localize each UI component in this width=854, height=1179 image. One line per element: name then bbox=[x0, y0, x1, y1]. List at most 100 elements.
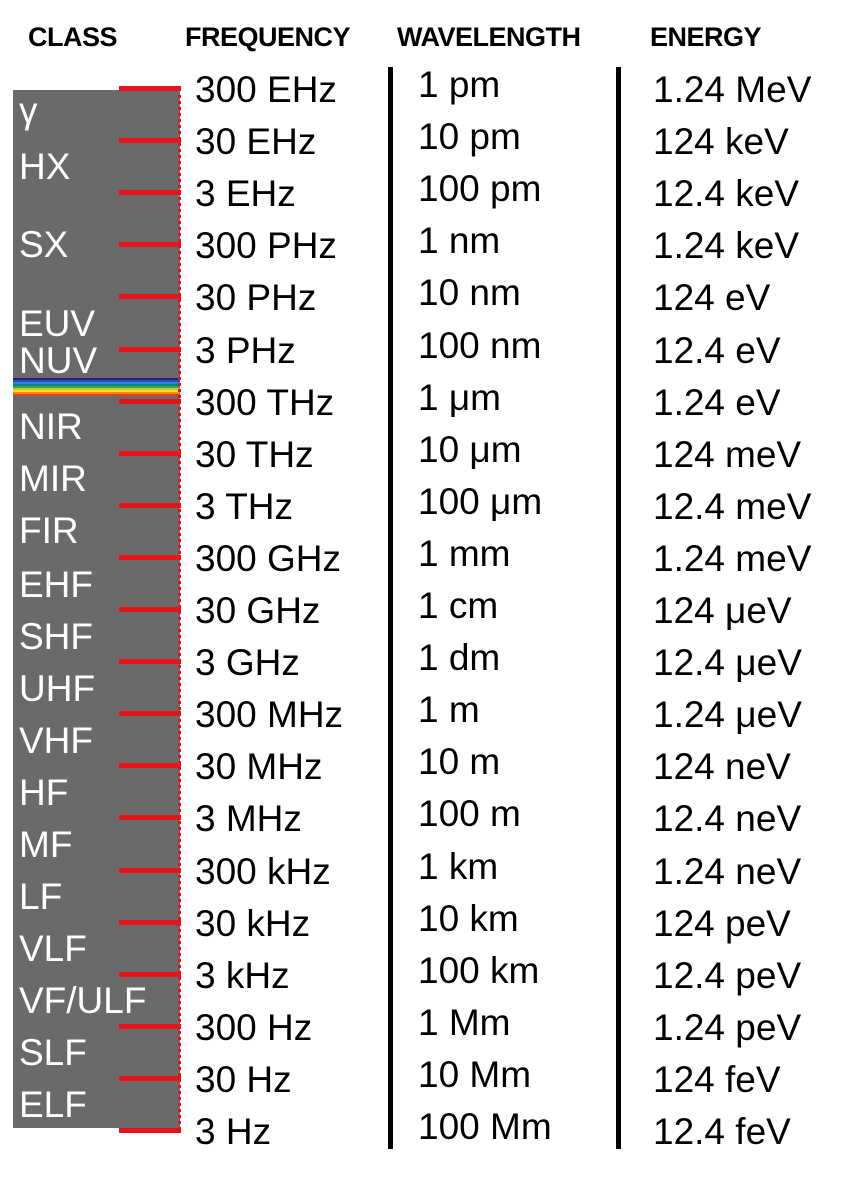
frequency-tick bbox=[119, 1128, 181, 1133]
visible-spectrum-color-1 bbox=[13, 380, 180, 382]
class-label: γ bbox=[19, 90, 38, 131]
energy-cell: 124 peV bbox=[653, 902, 791, 944]
wavelength-cell: 1 mm bbox=[418, 532, 511, 574]
energy-cell: 12.4 feV bbox=[653, 1111, 791, 1152]
frequency-cell: 300 PHz bbox=[195, 225, 337, 267]
frequency-tick bbox=[119, 763, 181, 769]
wavelength-cell: 10 Mm bbox=[418, 1053, 532, 1095]
wavelength-cell: 10 nm bbox=[418, 272, 521, 314]
frequency-tick bbox=[119, 659, 181, 665]
visible-spectrum-color-3 bbox=[13, 384, 180, 386]
energy-cell: 124 meV bbox=[653, 433, 802, 475]
visible-spectrum-color-2 bbox=[13, 382, 180, 384]
frequency-tick bbox=[119, 711, 181, 717]
energy-cell: 1.24 peV bbox=[653, 1006, 802, 1048]
energy-cell: 1.24 keV bbox=[653, 225, 800, 267]
wavelength-cell: 10 km bbox=[418, 897, 519, 939]
wavelength-cell: 10 pm bbox=[418, 116, 521, 158]
frequency-tick bbox=[119, 1075, 181, 1081]
frequency-cell: 3 MHz bbox=[195, 798, 302, 840]
energy-cell: 124 eV bbox=[653, 277, 771, 319]
wavelength-cell: 100 m bbox=[418, 793, 521, 835]
frequency-tick bbox=[119, 190, 181, 196]
energy-cell: 12.4 meV bbox=[653, 485, 812, 527]
energy-cell: 124 neV bbox=[653, 746, 791, 788]
frequency-cell: 3 EHz bbox=[195, 173, 296, 215]
energy-cell: 12.4 keV bbox=[653, 173, 800, 215]
frequency-tick bbox=[119, 607, 181, 612]
wavelength-cell: 1 Mm bbox=[418, 1001, 511, 1043]
frequency-cell: 30 GHz bbox=[195, 590, 321, 631]
energy-cell: 124 keV bbox=[653, 121, 789, 163]
frequency-cell: 3 kHz bbox=[195, 954, 290, 996]
class-label: ELF bbox=[19, 1084, 87, 1125]
frequency-cell: 300 GHz bbox=[195, 537, 342, 579]
energy-cell: 12.4 μeV bbox=[653, 642, 802, 684]
wavelength-cell: 100 Mm bbox=[418, 1106, 552, 1147]
class-label: VF/ULF bbox=[19, 980, 147, 1021]
frequency-tick bbox=[119, 138, 181, 144]
class-label: SLF bbox=[19, 1032, 87, 1073]
frequency-tick bbox=[119, 1023, 181, 1029]
wavelength-cell: 1 km bbox=[418, 845, 499, 887]
visible-spectrum-color-4 bbox=[13, 386, 180, 388]
frequency-cell: 3 GHz bbox=[195, 642, 300, 684]
frequency-cell: 30 PHz bbox=[195, 277, 317, 319]
frequency-cell: 3 Hz bbox=[195, 1111, 272, 1152]
visible-spectrum-color-6 bbox=[13, 390, 180, 392]
energy-cell: 12.4 neV bbox=[653, 798, 802, 840]
energy-cell: 12.4 peV bbox=[653, 954, 802, 996]
class-label: MF bbox=[19, 824, 73, 865]
frequency-cell: 300 MHz bbox=[195, 694, 344, 736]
header-energy: ENERGY bbox=[650, 22, 762, 52]
header-wavelength: WAVELENGTH bbox=[397, 22, 581, 52]
class-label: EUV bbox=[19, 303, 96, 344]
visible-spectrum-color-7 bbox=[13, 392, 180, 394]
class-label: SHF bbox=[19, 616, 93, 657]
class-label: EHF bbox=[19, 564, 93, 605]
energy-cell: 1.24 neV bbox=[653, 850, 802, 892]
class-label: MIR bbox=[19, 458, 87, 499]
class-label: NIR bbox=[19, 406, 83, 447]
frequency-cell: 300 EHz bbox=[195, 69, 337, 110]
class-label: HX bbox=[19, 146, 71, 187]
energy-cell: 124 feV bbox=[653, 1058, 781, 1100]
frequency-tick bbox=[119, 242, 181, 248]
frequency-tick bbox=[119, 867, 181, 873]
header-class: CLASS bbox=[28, 22, 118, 52]
energy-cell: 1.24 MeV bbox=[653, 69, 812, 110]
wavelength-cell: 1 cm bbox=[418, 585, 499, 626]
wavelength-cell: 10 μm bbox=[418, 428, 522, 470]
frequency-tick bbox=[119, 294, 181, 300]
visible-spectrum-strip bbox=[13, 378, 180, 398]
frequency-tick bbox=[119, 554, 181, 560]
frequency-cell: 30 kHz bbox=[195, 902, 311, 944]
class-label: SX bbox=[19, 224, 69, 265]
frequency-tick bbox=[119, 450, 181, 456]
frequency-cell: 300 THz bbox=[195, 381, 335, 423]
energy-cell: 1.24 eV bbox=[653, 381, 781, 423]
class-label: VLF bbox=[19, 928, 87, 969]
wavelength-cell: 1 pm bbox=[418, 64, 501, 105]
wavelength-cell: 1 m bbox=[418, 689, 480, 731]
energy-cell: 1.24 μeV bbox=[653, 694, 802, 736]
frequency-cell: 3 PHz bbox=[195, 329, 296, 371]
energy-cell: 1.24 meV bbox=[653, 537, 812, 579]
frequency-tick bbox=[119, 86, 181, 91]
frequency-tick bbox=[119, 502, 181, 508]
class-label: NUV bbox=[19, 340, 98, 381]
wavelength-cell: 1 dm bbox=[418, 637, 501, 679]
frequency-cell: 300 Hz bbox=[195, 1006, 313, 1048]
frequency-cell: 30 EHz bbox=[195, 121, 317, 163]
class-label: LF bbox=[19, 876, 63, 917]
class-label: VHF bbox=[19, 720, 93, 761]
class-label: HF bbox=[19, 772, 69, 813]
frequency-cell: 30 Hz bbox=[195, 1058, 292, 1100]
frequency-tick bbox=[119, 346, 181, 352]
frequency-tick bbox=[119, 815, 181, 821]
wavelength-cell: 1 nm bbox=[418, 220, 501, 262]
wavelength-cell: 10 m bbox=[418, 741, 501, 783]
frequency-cell: 300 kHz bbox=[195, 850, 331, 892]
column-divider-1 bbox=[388, 67, 393, 1149]
visible-spectrum-color-5 bbox=[13, 388, 180, 390]
